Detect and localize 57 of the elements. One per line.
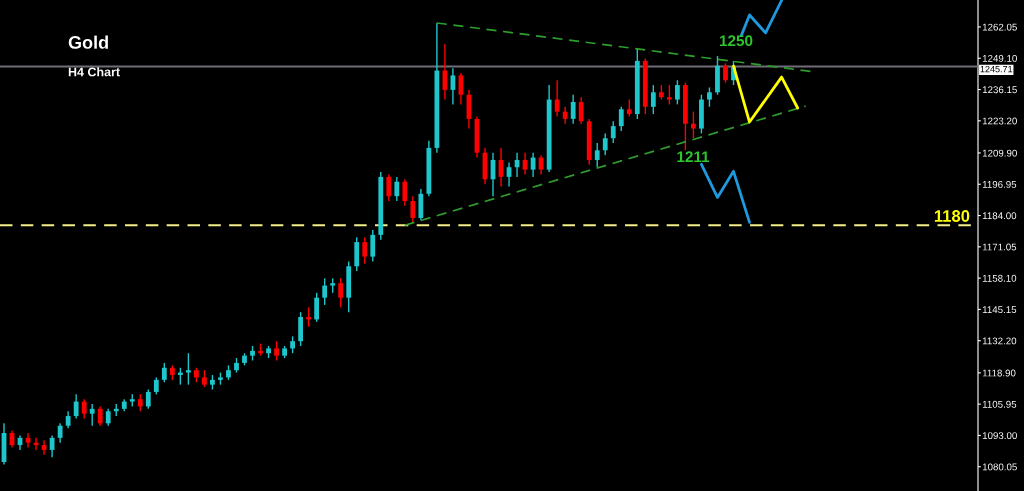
candlestick bbox=[57, 422, 63, 444]
candlestick bbox=[618, 106, 624, 132]
candlestick bbox=[602, 132, 608, 156]
candlestick bbox=[707, 86, 712, 108]
candlestick bbox=[570, 94, 576, 125]
candlestick bbox=[402, 178, 408, 207]
candlestick bbox=[89, 403, 95, 427]
y-tick-label: 1145.15 bbox=[982, 306, 1017, 314]
y-tick-label: 1236.15 bbox=[982, 86, 1017, 94]
candlestick bbox=[49, 434, 55, 458]
y-tick-label: 1171.05 bbox=[982, 243, 1017, 251]
y-tick-label: 1184.00 bbox=[982, 212, 1017, 220]
candlestick bbox=[185, 352, 191, 386]
y-tick-label: 1249.10 bbox=[982, 54, 1017, 62]
candlestick bbox=[666, 84, 672, 106]
candlestick bbox=[386, 173, 392, 202]
candlestick bbox=[362, 236, 368, 265]
candlestick bbox=[161, 362, 167, 383]
y-tick-label: 1105.95 bbox=[982, 400, 1017, 408]
y-tick-label: 1209.90 bbox=[982, 149, 1017, 157]
annotation: 1211 bbox=[677, 151, 710, 162]
candlestick bbox=[594, 142, 600, 168]
y-tick-label: 1132.20 bbox=[982, 337, 1017, 345]
candlestick bbox=[145, 388, 151, 410]
y-tick-label: 1223.20 bbox=[982, 117, 1017, 125]
candlestick bbox=[394, 176, 400, 202]
candlestick bbox=[410, 195, 416, 224]
candlestick bbox=[338, 277, 344, 309]
candlestick bbox=[610, 120, 616, 144]
line-series bbox=[700, 162, 751, 224]
candlestick bbox=[723, 62, 728, 84]
candlestick bbox=[314, 292, 320, 323]
line-series bbox=[740, 0, 783, 37]
line-series bbox=[732, 64, 800, 124]
candlestick bbox=[73, 393, 79, 420]
y-tick-label: 1158.10 bbox=[982, 274, 1017, 282]
ref-line-label: 1180 bbox=[934, 210, 970, 222]
y-tick-label: 1118.90 bbox=[982, 369, 1016, 377]
text: Gold bbox=[68, 35, 108, 49]
candlestick bbox=[274, 340, 279, 362]
candlestick bbox=[370, 229, 376, 263]
candlestick bbox=[691, 110, 696, 139]
candlestick bbox=[674, 79, 680, 106]
candlestick bbox=[97, 405, 103, 427]
candlestick bbox=[81, 398, 87, 420]
candlestick bbox=[578, 96, 584, 125]
candlestick bbox=[322, 277, 328, 306]
annotation: 1250 bbox=[719, 35, 753, 47]
candlestick bbox=[538, 154, 544, 176]
y-tick-label: 1262.05 bbox=[982, 23, 1017, 31]
y-tick-label: 1093.00 bbox=[982, 432, 1017, 440]
candlestick bbox=[650, 84, 656, 115]
ref-line-label: 1245.71 bbox=[980, 65, 1013, 73]
candlestick bbox=[554, 79, 560, 118]
text: H4 Chart bbox=[68, 67, 120, 77]
y-tick-label: 1080.05 bbox=[982, 463, 1017, 471]
y-tick-label: 1196.95 bbox=[982, 180, 1017, 188]
